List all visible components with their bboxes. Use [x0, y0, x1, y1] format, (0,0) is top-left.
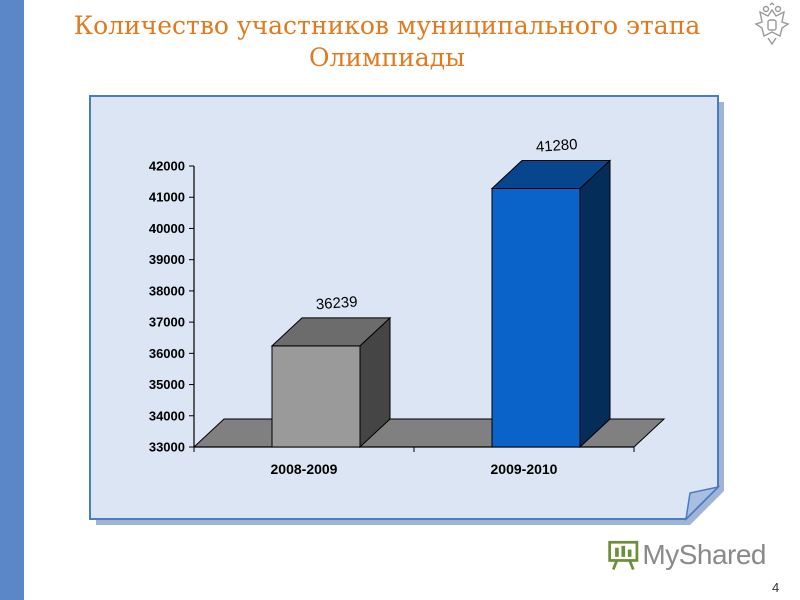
y-tick-label: 41000: [149, 190, 185, 205]
slide-title: Количество участников муниципального эта…: [30, 10, 744, 74]
y-tick-label: 40000: [149, 221, 185, 236]
bar-2009-2010: [490, 159, 612, 449]
y-axis-ticks: 33000 34000 35000 36000 37000 38000 39000 40000…: [149, 159, 194, 455]
x-category-label: 2009-2010: [491, 461, 558, 477]
title-line-2: Олимпиады: [308, 43, 465, 72]
watermark-text: MyShared: [642, 539, 766, 570]
page-number: 4: [772, 580, 780, 595]
category-labels: 2008-2009 2009-2010: [271, 461, 558, 477]
x-category-label: 2008-2009: [271, 461, 338, 477]
bar-top-face: [490, 159, 612, 189]
bars: 36239 41280: [270, 136, 612, 449]
title-line-1: Количество участников муниципального эта…: [73, 11, 701, 40]
bar-front-face: [271, 345, 361, 448]
y-tick-label: 36000: [149, 346, 185, 361]
coat-of-arms-icon: [754, 2, 790, 46]
panel-fold: [684, 485, 721, 522]
y-tick-label: 35000: [149, 377, 185, 392]
data-label: 36239: [315, 293, 358, 313]
y-tick-label: 37000: [149, 315, 185, 330]
presentation-board-icon: [608, 540, 639, 571]
bar-2008-2009: [270, 316, 392, 449]
y-tick-label: 33000: [149, 440, 185, 455]
y-tick-label: 38000: [149, 283, 185, 298]
y-tick-label: 39000: [149, 252, 185, 267]
left-accent-bar: [0, 0, 24, 600]
bar-front-face: [491, 187, 581, 448]
y-tick-label: 42000: [149, 159, 185, 174]
watermark: MyShared: [606, 536, 766, 574]
bar-side-face: [579, 159, 611, 449]
data-label: 41280: [535, 136, 578, 156]
bar-top-face: [270, 317, 392, 347]
y-tick-label: 34000: [149, 408, 185, 423]
